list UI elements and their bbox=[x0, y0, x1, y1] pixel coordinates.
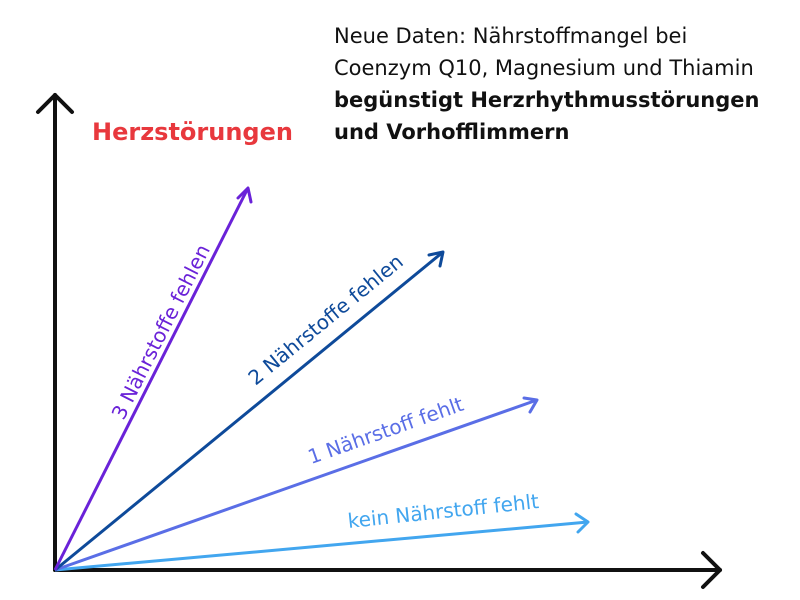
headline-line-3: begünstigt Herzrhythmusstörungen bbox=[334, 88, 760, 112]
y-axis-arrowhead bbox=[36, 93, 74, 114]
series-arrowhead bbox=[574, 512, 590, 534]
series-kein-naehrstoff-arrow bbox=[54, 512, 590, 572]
series-line bbox=[53, 187, 250, 571]
axes bbox=[36, 93, 722, 589]
series-3-naehrstoffe-arrow bbox=[53, 186, 253, 571]
series-arrowhead bbox=[427, 250, 445, 268]
series-label-3-naehrstoffe: 3 Nährstoffe fehlen bbox=[107, 240, 215, 423]
series-label-1-naehrstoff: 1 Nährstoff fehlt bbox=[305, 392, 467, 469]
series-2-naehrstoffe-arrow bbox=[54, 250, 445, 572]
headline-line-1: Neue Daten: Nährstoffmangel bei bbox=[334, 24, 688, 48]
headline-line-4: und Vorhofflimmern bbox=[334, 120, 570, 144]
y-axis-label: Herzstörungen bbox=[92, 118, 293, 146]
x-axis-arrowhead bbox=[701, 551, 722, 589]
headline-line-2: Coenzym Q10, Magnesium und Thiamin bbox=[334, 56, 754, 80]
series-line bbox=[54, 398, 538, 572]
series-arrowhead bbox=[522, 396, 539, 414]
headline: Neue Daten: Nährstoffmangel bei Coenzym … bbox=[334, 20, 794, 148]
series-label-kein-naehrstoff: kein Nährstoff fehlt bbox=[347, 489, 541, 533]
series-line bbox=[54, 520, 589, 572]
series-1-naehrstoff-arrow bbox=[54, 396, 539, 572]
series-arrowhead bbox=[236, 186, 253, 204]
series-line bbox=[54, 250, 444, 572]
series-label-2-naehrstoffe: 2 Nährstoffe fehlen bbox=[243, 249, 407, 390]
